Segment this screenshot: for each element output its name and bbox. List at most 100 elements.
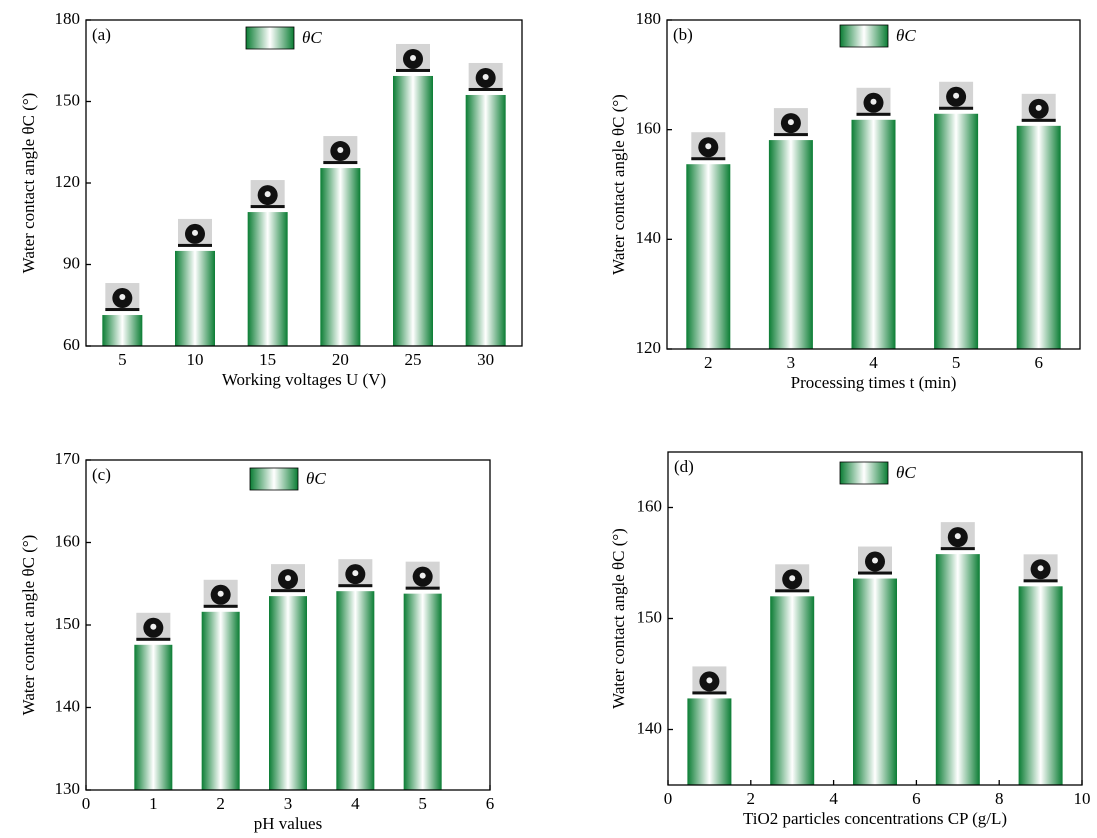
panel-label: (b) <box>673 25 693 44</box>
droplet-substrate <box>692 691 727 695</box>
y-tick-label: 140 <box>636 228 662 247</box>
x-tick-label: 25 <box>405 350 422 369</box>
panel-label: (a) <box>92 25 111 44</box>
x-tick-label: 5 <box>952 353 961 372</box>
droplet-highlight <box>870 98 877 105</box>
droplet-highlight <box>1037 565 1044 572</box>
y-tick-label: 160 <box>636 119 662 138</box>
x-tick-label: 0 <box>82 794 91 813</box>
droplet-highlight <box>482 73 489 80</box>
y-tick-label: 150 <box>55 614 81 633</box>
y-axis-label: Water contact angle θC (°) <box>19 93 38 274</box>
bar <box>935 554 980 785</box>
droplet-highlight <box>337 147 344 154</box>
x-tick-label: 10 <box>1074 789 1091 808</box>
y-tick-label: 60 <box>63 335 80 354</box>
droplet-highlight <box>352 570 359 577</box>
legend-swatch <box>249 467 299 491</box>
y-tick-label: 150 <box>55 90 81 109</box>
legend-swatch <box>245 26 295 50</box>
x-tick-label: 6 <box>486 794 495 813</box>
x-tick-label: 5 <box>418 794 427 813</box>
droplet-substrate <box>1021 118 1056 122</box>
x-tick-label: 0 <box>664 789 673 808</box>
bar <box>770 596 815 785</box>
droplet-highlight <box>410 54 416 61</box>
droplet-highlight <box>192 229 198 236</box>
droplet-highlight <box>1035 104 1042 111</box>
droplet-substrate <box>773 133 808 137</box>
droplet-substrate <box>775 589 810 593</box>
bar <box>1016 125 1061 349</box>
panel-label: (c) <box>92 465 111 484</box>
droplet-substrate <box>323 161 358 165</box>
droplet-highlight <box>419 572 426 579</box>
droplet-substrate <box>136 637 171 641</box>
y-tick-label: 130 <box>55 779 81 798</box>
bar <box>134 644 173 790</box>
x-tick-label: 2 <box>704 353 713 372</box>
x-axis-label: TiO2 particles concentrations CP (g/L) <box>743 809 1007 828</box>
x-tick-label: 5 <box>118 350 127 369</box>
y-tick-label: 160 <box>637 496 663 515</box>
y-tick-label: 160 <box>55 531 81 550</box>
panel-label: (d) <box>674 457 694 476</box>
droplet-substrate <box>396 68 430 72</box>
x-tick-label: 4 <box>351 794 360 813</box>
bar <box>1018 586 1063 785</box>
droplet-highlight <box>705 143 712 150</box>
bar <box>853 578 897 785</box>
droplet-highlight <box>264 191 271 198</box>
bar <box>934 113 979 349</box>
droplet-highlight <box>217 590 224 597</box>
droplet-highlight <box>954 533 961 540</box>
droplet-highlight <box>872 557 878 564</box>
x-tick-label: 8 <box>995 789 1004 808</box>
droplet-substrate <box>405 586 440 590</box>
y-axis-label: Water contact angle θC (°) <box>19 535 38 716</box>
x-axis-label: Processing times t (min) <box>791 373 957 392</box>
bar <box>175 250 215 346</box>
legend-label: θC <box>896 463 916 482</box>
legend-label: θC <box>302 28 322 47</box>
droplet-substrate <box>338 584 373 588</box>
legend-swatch <box>839 461 889 485</box>
x-axis-label: pH values <box>254 814 322 833</box>
droplet-highlight <box>285 575 291 582</box>
bar <box>336 591 375 790</box>
droplet-highlight <box>953 92 960 99</box>
droplet-substrate <box>250 205 285 209</box>
x-tick-label: 2 <box>216 794 225 813</box>
bar <box>393 75 433 347</box>
droplet-substrate <box>203 604 238 608</box>
x-tick-label: 4 <box>829 789 838 808</box>
droplet-substrate <box>691 157 726 161</box>
legend-swatch <box>839 24 889 48</box>
y-tick-label: 120 <box>55 172 81 191</box>
droplet-highlight <box>119 294 126 301</box>
y-axis-label: Water contact angle θC (°) <box>609 528 628 709</box>
y-axis-label: Water contact angle θC (°) <box>609 94 628 275</box>
x-tick-label: 20 <box>332 350 349 369</box>
droplet-highlight <box>150 623 157 630</box>
x-axis-label: Working voltages U (V) <box>222 370 386 389</box>
plot-frame <box>666 19 1081 350</box>
y-tick-label: 120 <box>636 338 662 357</box>
x-tick-label: 3 <box>787 353 796 372</box>
legend-label: θC <box>306 469 326 488</box>
droplet-substrate <box>939 106 974 110</box>
droplet-substrate <box>1023 579 1058 583</box>
droplet-highlight <box>706 677 713 684</box>
droplet-substrate <box>105 308 140 312</box>
y-tick-label: 150 <box>637 607 663 626</box>
y-tick-label: 90 <box>63 253 80 272</box>
y-tick-label: 180 <box>55 9 81 28</box>
y-tick-label: 170 <box>55 449 81 468</box>
bar <box>247 212 288 346</box>
x-tick-label: 30 <box>477 350 494 369</box>
y-tick-label: 140 <box>637 718 663 737</box>
plot-frame <box>85 19 523 347</box>
droplet-highlight <box>787 119 794 126</box>
bar <box>686 164 731 349</box>
